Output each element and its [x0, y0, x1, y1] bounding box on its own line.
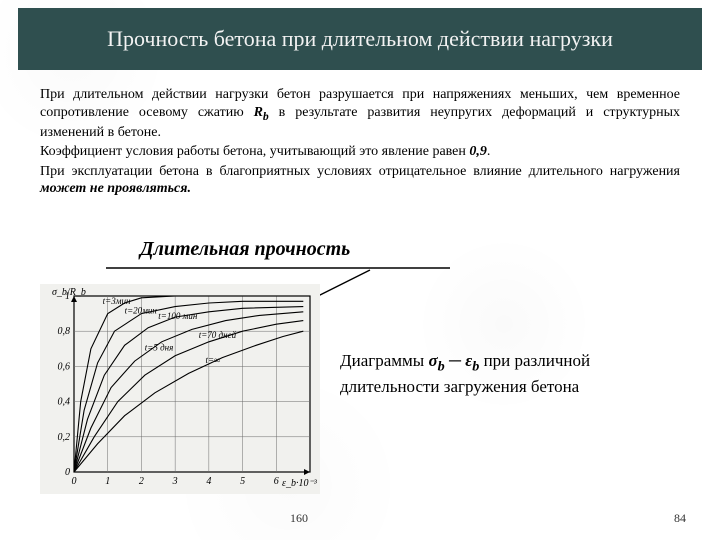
footer-right: 84 [674, 511, 686, 526]
body-p2a: Коэффициент условия работы бетона, учиты… [40, 144, 469, 159]
body-p1: При длительном действии нагрузки бетон р… [40, 86, 680, 141]
body-p3-em: может не проявляться. [40, 181, 191, 196]
footer-left: 160 [290, 511, 308, 526]
svg-text:0,2: 0,2 [58, 432, 71, 443]
body-p2: Коэффициент условия работы бетона, учиты… [40, 143, 680, 161]
svg-text:2: 2 [139, 476, 144, 487]
chart-caption: Диаграммы σb ─ εb при различной длительн… [340, 350, 640, 397]
svg-text:1: 1 [105, 476, 110, 487]
svg-text:0: 0 [65, 467, 70, 478]
body-p2-val: 0,9 [469, 144, 487, 159]
svg-text:0,6: 0,6 [58, 361, 71, 372]
body-text: При длительном действии нагрузки бетон р… [40, 86, 680, 200]
body-p3: При эксплуатации бетона в благоприятных … [40, 163, 680, 198]
heading-long-term-strength: Длительная прочность [140, 238, 350, 261]
body-p1-sym: Rb [254, 105, 269, 120]
svg-text:t=∞: t=∞ [205, 355, 220, 365]
svg-text:0: 0 [72, 476, 77, 487]
svg-text:0,8: 0,8 [58, 326, 71, 337]
svg-text:t=3мин: t=3мин [103, 296, 131, 306]
chart-wrap: 012345600,20,40,60,81σ_b/R_bε_b·10⁻³t=3м… [40, 284, 320, 494]
svg-text:t=70 дней: t=70 дней [199, 330, 237, 340]
title-banner: Прочность бетона при длительном действии… [18, 8, 702, 70]
svg-text:6: 6 [274, 476, 279, 487]
svg-text:3: 3 [172, 476, 178, 487]
body-p3a: При эксплуатации бетона в благоприятных … [40, 164, 680, 179]
slide: Прочность бетона при длительном действии… [0, 0, 720, 540]
svg-text:4: 4 [206, 476, 211, 487]
svg-text:5: 5 [240, 476, 245, 487]
svg-text:t=100 мин: t=100 мин [158, 311, 198, 321]
stress-strain-chart: 012345600,20,40,60,81σ_b/R_bε_b·10⁻³t=3м… [40, 284, 320, 494]
title-text: Прочность бетона при длительном действии… [107, 26, 613, 52]
svg-text:ε_b·10⁻³: ε_b·10⁻³ [282, 478, 318, 489]
svg-text:0,4: 0,4 [58, 397, 71, 408]
svg-text:σ_b/R_b: σ_b/R_b [52, 287, 86, 298]
svg-text:t=20мин: t=20мин [125, 306, 158, 316]
svg-text:t=5 дня: t=5 дня [145, 343, 174, 353]
